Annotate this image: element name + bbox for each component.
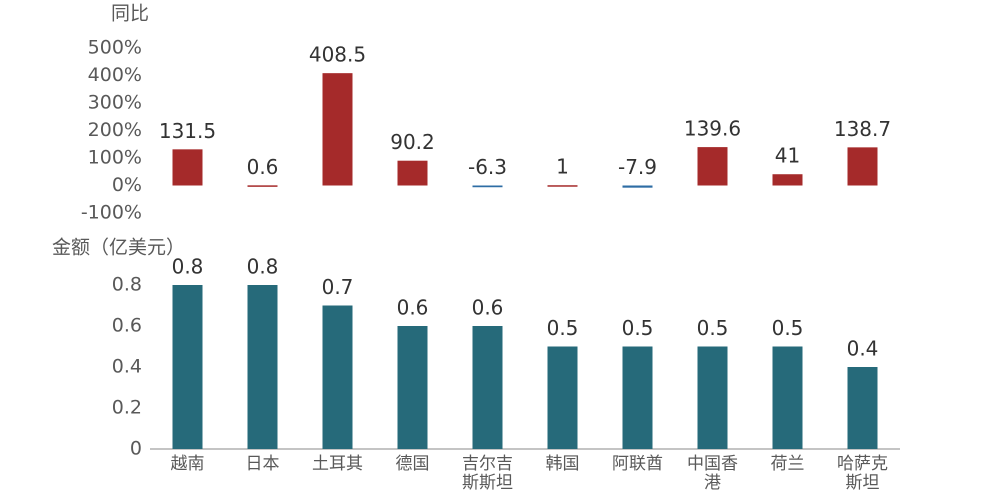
value-label: 138.7: [834, 117, 891, 141]
bar: [697, 346, 728, 449]
bar: [322, 305, 353, 449]
y-tick-label: 0.4: [112, 356, 142, 378]
value-label: 0.6: [472, 296, 504, 320]
value-label: 0.5: [697, 316, 729, 340]
x-tick-label: 韩国: [545, 454, 580, 474]
bar: [247, 285, 278, 449]
y-tick-label: 300%: [88, 92, 142, 114]
y-tick-label: -100%: [81, 202, 142, 224]
y-axis-title: 同比: [111, 3, 149, 25]
value-label: 408.5: [309, 43, 366, 67]
y-tick-label: 0%: [112, 174, 142, 196]
value-label: 131.5: [159, 119, 216, 143]
bar: [322, 73, 353, 186]
bar: [847, 147, 878, 186]
x-tick-label: 中国香港: [687, 454, 738, 493]
value-label: 1: [556, 155, 569, 179]
x-tick-label: 哈萨克斯坦: [837, 454, 888, 493]
y-tick-label: 500%: [88, 37, 142, 59]
x-tick-label: 德国: [395, 454, 430, 474]
y-tick-label: 100%: [88, 147, 142, 169]
value-label: 0.8: [247, 255, 279, 279]
value-label: -7.9: [618, 155, 657, 179]
bar: [547, 185, 578, 187]
bar: [472, 185, 503, 188]
x-tick-label: 吉尔吉斯斯坦: [462, 454, 513, 493]
x-tick-label: 阿联酋: [612, 454, 663, 474]
bar: [472, 326, 503, 449]
value-label: 139.6: [684, 117, 741, 141]
bar: [247, 185, 278, 187]
bar: [847, 367, 878, 449]
value-label: 0.6: [247, 155, 279, 179]
bar: [397, 326, 428, 449]
y-tick-label: 0.8: [112, 274, 142, 296]
y-tick-label: 0: [130, 438, 142, 460]
bar: [772, 174, 803, 186]
y-axis-title: 金额（亿美元）: [52, 237, 185, 259]
value-label: 0.7: [322, 275, 354, 299]
x-tick-label: 日本: [245, 454, 280, 474]
value-label: 0.4: [847, 337, 879, 361]
y-tick-label: 200%: [88, 119, 142, 141]
bar: [622, 185, 653, 188]
bar: [397, 160, 428, 186]
bar: [697, 147, 728, 186]
y-tick-label: 0.2: [112, 397, 142, 419]
value-label: 41: [775, 144, 800, 168]
x-tick-label: 越南: [170, 454, 205, 474]
x-tick-label: 荷兰: [770, 454, 805, 474]
y-tick-label: 0.6: [112, 315, 142, 337]
value-label: -6.3: [468, 155, 507, 179]
bar: [547, 346, 578, 449]
value-label: 0.6: [397, 296, 429, 320]
value-label: 90.2: [390, 130, 435, 154]
x-tick-label: 土耳其: [312, 454, 363, 474]
value-label: 0.8: [172, 255, 204, 279]
y-tick-label: 400%: [88, 64, 142, 86]
bar: [772, 346, 803, 449]
value-label: 0.5: [622, 316, 654, 340]
bar: [172, 285, 203, 449]
value-label: 0.5: [772, 316, 804, 340]
bar: [172, 149, 203, 186]
bar: [622, 346, 653, 449]
value-label: 0.5: [547, 316, 579, 340]
